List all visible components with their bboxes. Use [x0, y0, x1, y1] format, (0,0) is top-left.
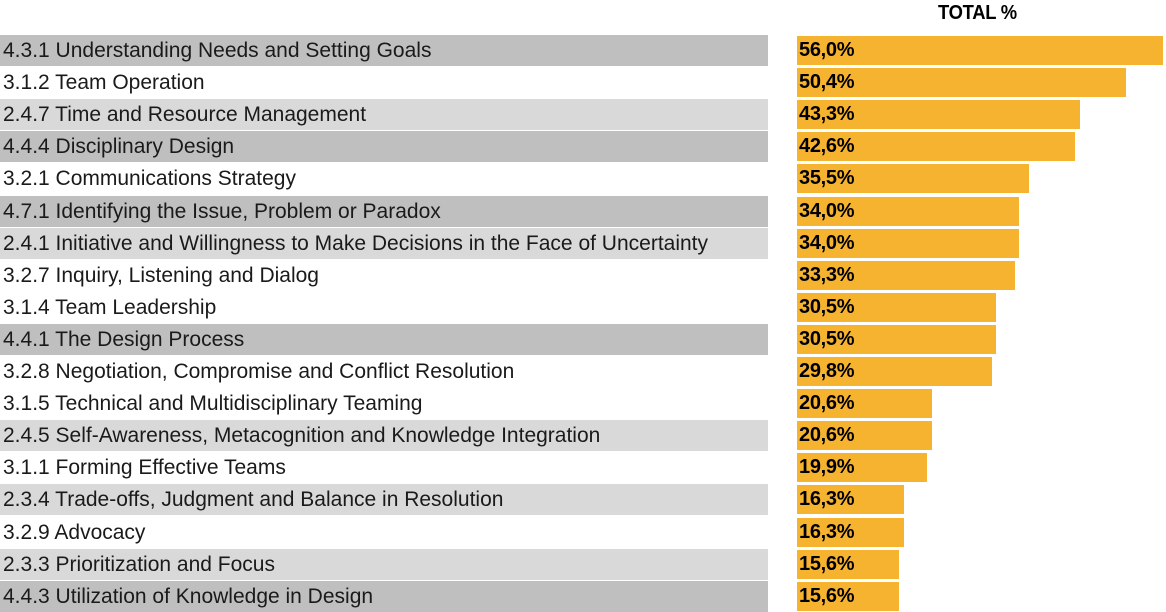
category-label: 2.3.3 Prioritization and Focus	[3, 553, 275, 576]
category-label: 2.4.1 Initiative and Willingness to Make…	[3, 232, 709, 255]
row-background	[0, 292, 768, 323]
category-label: 2.4.5 Self-Awareness, Metacognition and …	[3, 424, 601, 447]
category-label: 4.4.1 The Design Process	[3, 328, 245, 351]
column-header: TOTAL %	[938, 2, 1017, 24]
bar	[797, 197, 1019, 226]
bar-value-label: 50,4%	[799, 71, 855, 93]
bar-value-label: 34,0%	[799, 232, 855, 254]
bar-value-label: 15,6%	[799, 585, 855, 607]
bar	[797, 421, 932, 450]
category-label: 3.2.1 Communications Strategy	[3, 167, 296, 190]
bar-value-label: 43,3%	[799, 103, 855, 125]
bar	[797, 68, 1126, 97]
row-background	[0, 356, 768, 387]
row-background	[0, 228, 768, 259]
bar	[797, 261, 1015, 290]
bar	[797, 550, 899, 579]
row-background	[0, 196, 768, 227]
row-background	[0, 420, 768, 451]
bar	[797, 229, 1019, 258]
bar	[797, 518, 904, 547]
row-background	[0, 67, 768, 98]
bar-value-label: 42,6%	[799, 135, 855, 157]
row-background	[0, 131, 768, 162]
bar	[797, 389, 932, 418]
bar	[797, 485, 904, 514]
bar	[797, 325, 996, 354]
category-label: 3.1.2 Team Operation	[3, 71, 205, 94]
bar-value-label: 29,8%	[799, 360, 855, 382]
row-background	[0, 452, 768, 483]
bar	[797, 100, 1080, 129]
category-label: 3.1.5 Technical and Multidisciplinary Te…	[3, 392, 423, 415]
bar-value-label: 16,3%	[799, 488, 855, 510]
row-background	[0, 484, 768, 515]
category-label: 3.1.1 Forming Effective Teams	[3, 456, 286, 479]
row-background	[0, 35, 768, 66]
row-background	[0, 99, 768, 130]
category-label: 3.1.4 Team Leadership	[3, 296, 217, 319]
row-background	[0, 260, 768, 291]
bar-value-label: 35,5%	[799, 167, 855, 189]
category-label: 4.3.1 Understanding Needs and Setting Go…	[3, 39, 432, 62]
row-background	[0, 549, 768, 580]
category-label: 2.3.4 Trade-offs, Judgment and Balance i…	[3, 488, 504, 511]
category-label: 3.2.7 Inquiry, Listening and Dialog	[3, 264, 319, 287]
row-background	[0, 517, 768, 548]
bar	[797, 357, 992, 386]
bar	[797, 164, 1029, 193]
category-label: 3.2.8 Negotiation, Compromise and Confli…	[3, 360, 515, 383]
category-label: 4.4.4 Disciplinary Design	[3, 135, 235, 158]
bar-value-label: 30,5%	[799, 328, 855, 350]
row-background	[0, 324, 768, 355]
bar-value-label: 20,6%	[799, 392, 855, 414]
row-background	[0, 581, 768, 612]
category-label: 4.7.1 Identifying the Issue, Problem or …	[3, 200, 441, 223]
bar-value-label: 15,6%	[799, 553, 855, 575]
bar	[797, 453, 927, 482]
bar-value-label: 19,9%	[799, 456, 855, 478]
bar-value-label: 56,0%	[799, 39, 855, 61]
bar	[797, 293, 996, 322]
bar-value-label: 16,3%	[799, 521, 855, 543]
row-background	[0, 388, 768, 419]
bar-value-label: 20,6%	[799, 424, 855, 446]
category-label: 3.2.9 Advocacy	[3, 521, 146, 544]
bar	[797, 132, 1075, 161]
row-background	[0, 163, 768, 194]
category-label: 4.4.3 Utilization of Knowledge in Design	[3, 585, 374, 608]
category-label: 2.4.7 Time and Resource Management	[3, 103, 367, 126]
bar-value-label: 30,5%	[799, 296, 855, 318]
bar-value-label: 33,3%	[799, 264, 855, 286]
bar-value-label: 34,0%	[799, 200, 855, 222]
bar	[797, 36, 1163, 65]
bar	[797, 582, 899, 611]
